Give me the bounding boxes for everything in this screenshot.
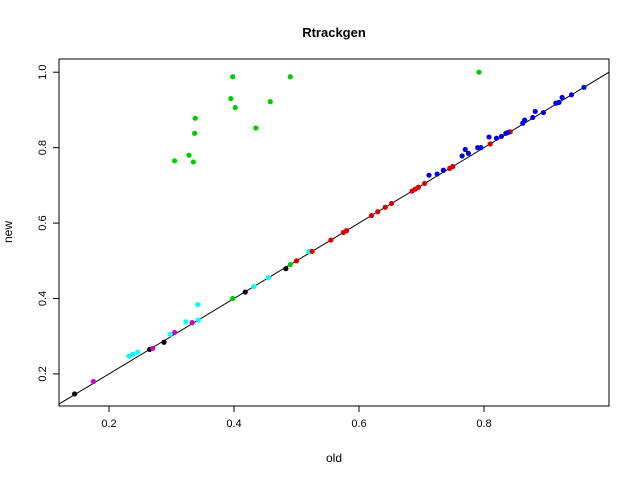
data-point [287, 74, 293, 80]
data-point [568, 92, 575, 98]
data-point [190, 159, 196, 165]
data-point [343, 228, 350, 234]
data-point [559, 94, 565, 101]
plot-frame [58, 58, 610, 407]
data-point [251, 283, 257, 290]
y-tick-label: 0.8 [37, 140, 49, 155]
data-point [183, 319, 189, 325]
data-point [230, 295, 236, 302]
data-point [388, 200, 395, 207]
data-point [130, 351, 136, 357]
data-point [434, 171, 440, 177]
identity-reference-line [58, 71, 610, 405]
data-point [150, 345, 156, 351]
data-point [486, 134, 492, 140]
data-point [192, 115, 198, 121]
x-tick-label: 0.2 [101, 418, 116, 430]
data-point [459, 153, 465, 159]
data-point [532, 108, 538, 115]
data-point [90, 378, 96, 385]
data-point [135, 349, 141, 355]
data-point [426, 172, 432, 178]
chart-title: Rtrackgen [302, 25, 366, 40]
data-point [309, 248, 315, 254]
y-tick-label: 0.6 [37, 215, 49, 230]
y-tick-label: 1.0 [37, 65, 49, 80]
data-point [267, 99, 273, 105]
y-axis-label: new [1, 221, 15, 243]
data-point [487, 141, 493, 147]
data-point [287, 261, 293, 268]
data-point [195, 301, 201, 308]
x-tick-label: 0.6 [351, 418, 366, 430]
data-point [72, 391, 78, 397]
data-point [505, 129, 511, 136]
data-point [382, 204, 388, 210]
data-point [242, 289, 248, 295]
data-point [422, 180, 428, 187]
data-point [462, 146, 468, 153]
x-tick-label: 0.4 [226, 418, 241, 430]
data-point [293, 258, 300, 264]
data-point [530, 114, 536, 121]
data-point [415, 184, 421, 190]
x-axis-label: old [326, 451, 342, 465]
y-tick-label: 0.4 [37, 291, 49, 306]
data-point [172, 329, 178, 336]
data-point [195, 317, 201, 323]
data-point [186, 152, 192, 158]
data-point [375, 209, 381, 215]
points-group [72, 69, 587, 397]
data-point [189, 320, 195, 326]
data-point [440, 167, 446, 173]
data-point [172, 158, 178, 164]
data-point [230, 74, 236, 80]
data-point [253, 125, 259, 131]
data-point [478, 145, 484, 151]
data-point [167, 331, 173, 337]
data-point [540, 109, 546, 116]
reference-line-group [58, 71, 610, 405]
data-point [265, 275, 271, 281]
data-point [232, 105, 238, 111]
data-point [283, 266, 289, 272]
data-point [476, 69, 482, 75]
data-point [368, 212, 375, 219]
x-tick-label: 0.8 [476, 418, 491, 430]
data-point [228, 96, 234, 102]
data-point [556, 99, 562, 105]
data-point [493, 135, 500, 141]
data-point [328, 237, 334, 243]
data-point [161, 339, 167, 345]
data-point [465, 150, 471, 156]
axes: 0.2 0.4 0.6 0.8 0.2 0.4 0.6 0.8 1.0 [37, 65, 492, 430]
data-point [581, 84, 587, 90]
data-point [192, 130, 198, 136]
y-tick-label: 0.2 [37, 366, 49, 381]
data-point [522, 117, 528, 123]
data-point [450, 163, 456, 170]
data-point [498, 133, 505, 139]
